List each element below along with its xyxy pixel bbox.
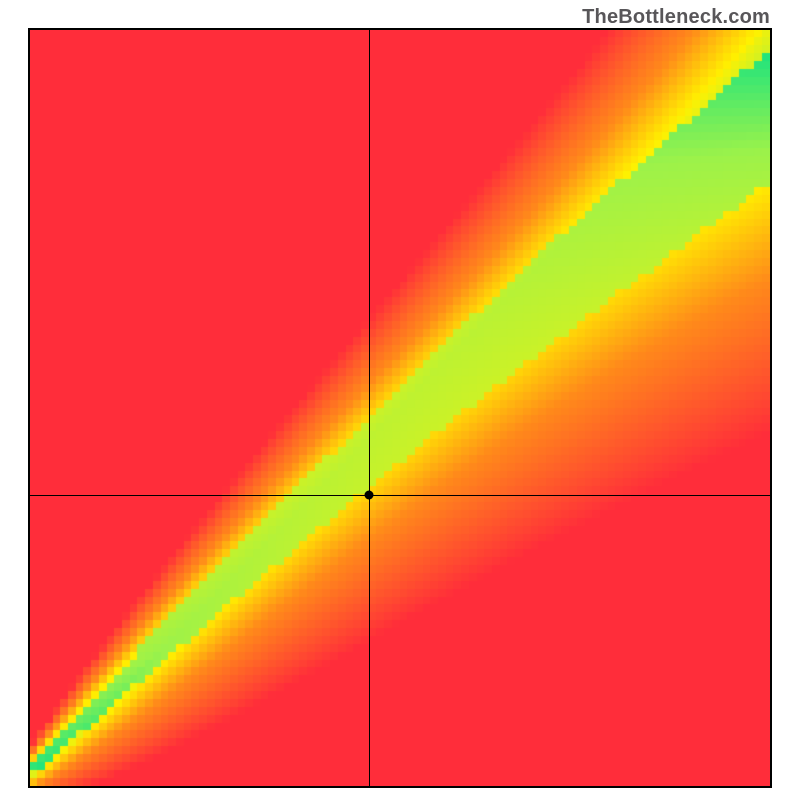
watermark-text: TheBottleneck.com xyxy=(582,6,770,29)
chart-container: TheBottleneck.com xyxy=(0,0,800,800)
heatmap-canvas xyxy=(30,30,770,786)
crosshair-horizontal xyxy=(30,495,770,496)
crosshair-vertical xyxy=(369,30,370,786)
plot-frame xyxy=(28,28,772,788)
crosshair-marker xyxy=(364,490,373,499)
